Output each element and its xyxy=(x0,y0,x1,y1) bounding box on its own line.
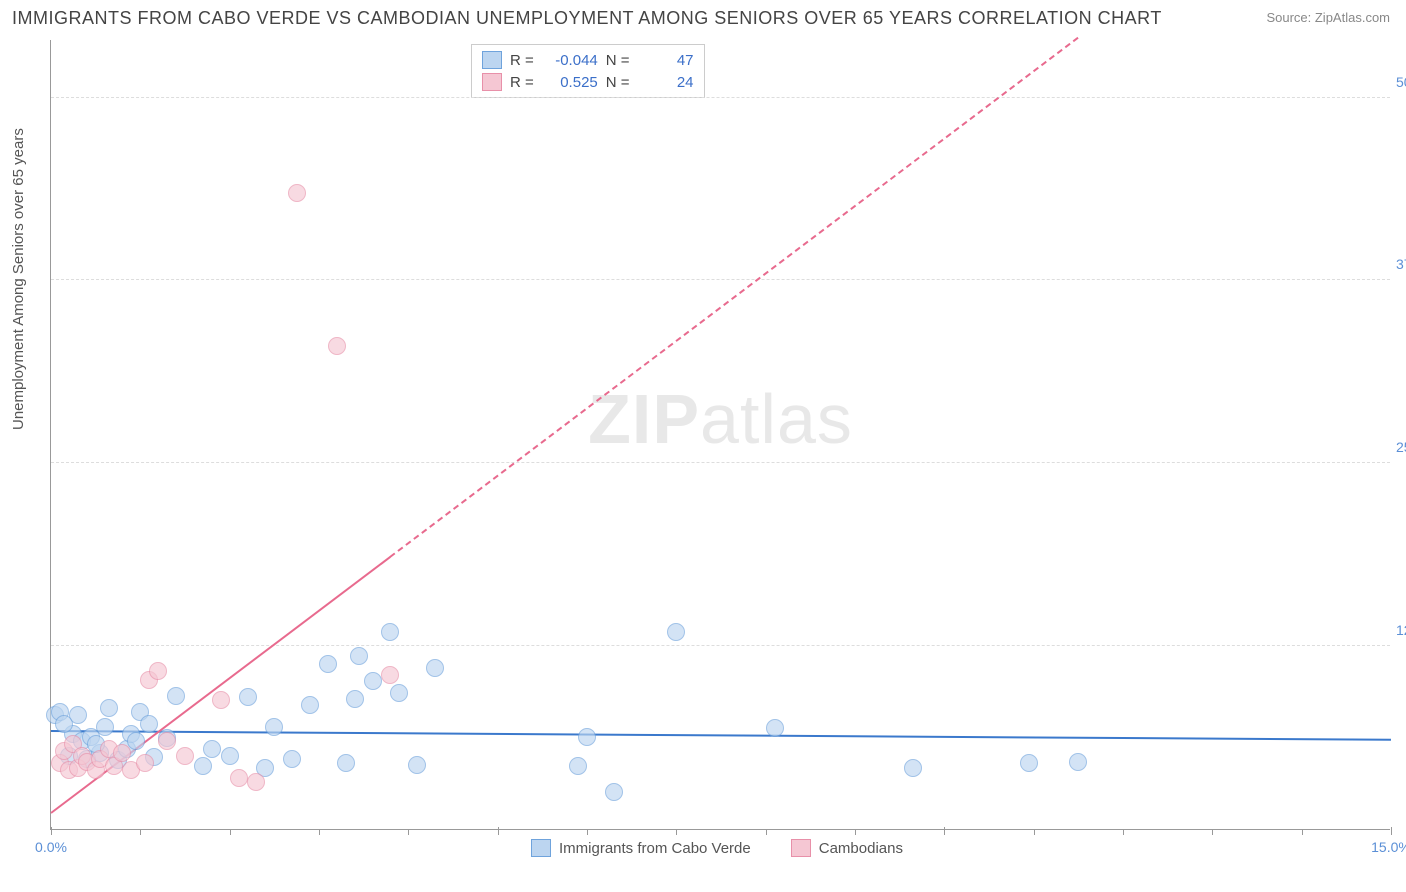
n-label: N = xyxy=(606,74,630,91)
legend-series: Immigrants from Cabo Verde Cambodians xyxy=(531,839,903,857)
data-point xyxy=(381,666,399,684)
legend-item: Cambodians xyxy=(791,839,903,857)
data-point xyxy=(408,756,426,774)
data-point xyxy=(328,337,346,355)
chart-title: IMMIGRANTS FROM CABO VERDE VS CAMBODIAN … xyxy=(12,8,1162,29)
legend-swatch xyxy=(482,73,502,91)
legend-label: Immigrants from Cabo Verde xyxy=(559,840,751,857)
data-point xyxy=(203,740,221,758)
n-value: 47 xyxy=(638,52,694,69)
x-tick xyxy=(51,827,52,835)
legend-label: Cambodians xyxy=(819,840,903,857)
data-point xyxy=(239,688,257,706)
data-point xyxy=(364,672,382,690)
data-point xyxy=(301,696,319,714)
data-point xyxy=(350,647,368,665)
x-tick xyxy=(1391,827,1392,835)
data-point xyxy=(140,715,158,733)
source-label: Source: ZipAtlas.com xyxy=(1266,10,1390,25)
trend-line xyxy=(51,730,1391,741)
legend-stats-row: R = -0.044 N = 47 xyxy=(482,49,694,71)
legend-swatch xyxy=(482,51,502,69)
data-point xyxy=(426,659,444,677)
data-point xyxy=(1020,754,1038,772)
y-axis-label: Unemployment Among Seniors over 65 years xyxy=(10,128,27,430)
x-tick-label: 15.0% xyxy=(1371,839,1406,855)
data-point xyxy=(247,773,265,791)
gridline xyxy=(51,279,1390,280)
data-point xyxy=(381,623,399,641)
n-label: N = xyxy=(606,52,630,69)
data-point xyxy=(221,747,239,765)
watermark-bold: ZIP xyxy=(588,380,700,458)
y-tick-label: 37.5% xyxy=(1396,256,1406,272)
data-point xyxy=(605,783,623,801)
x-tick-minor xyxy=(230,829,231,835)
data-point xyxy=(167,687,185,705)
legend-swatch xyxy=(791,839,811,857)
x-tick-minor xyxy=(408,829,409,835)
y-tick-label: 50.0% xyxy=(1396,74,1406,90)
trend-line xyxy=(390,37,1079,558)
data-point xyxy=(55,715,73,733)
legend-item: Immigrants from Cabo Verde xyxy=(531,839,751,857)
x-tick xyxy=(498,827,499,835)
y-tick-label: 12.5% xyxy=(1396,622,1406,638)
x-tick-label: 0.0% xyxy=(35,839,67,855)
x-tick-minor xyxy=(1034,829,1035,835)
data-point xyxy=(667,623,685,641)
data-point xyxy=(346,690,364,708)
data-point xyxy=(578,728,596,746)
data-point xyxy=(766,719,784,737)
data-point xyxy=(288,184,306,202)
x-tick-minor xyxy=(766,829,767,835)
n-value: 24 xyxy=(638,74,694,91)
x-tick xyxy=(944,827,945,835)
watermark-light: atlas xyxy=(700,380,853,458)
x-tick-minor xyxy=(1123,829,1124,835)
data-point xyxy=(319,655,337,673)
data-point xyxy=(176,747,194,765)
r-label: R = xyxy=(510,74,534,91)
data-point xyxy=(100,699,118,717)
data-point xyxy=(136,754,154,772)
r-label: R = xyxy=(510,52,534,69)
data-point xyxy=(96,718,114,736)
y-tick-label: 25.0% xyxy=(1396,439,1406,455)
r-value: 0.525 xyxy=(542,74,598,91)
x-tick-minor xyxy=(319,829,320,835)
x-tick-minor xyxy=(1212,829,1213,835)
x-tick-minor xyxy=(855,829,856,835)
legend-swatch xyxy=(531,839,551,857)
data-point xyxy=(337,754,355,772)
gridline xyxy=(51,97,1390,98)
data-point xyxy=(149,662,167,680)
scatter-plot-area: ZIPatlas R = -0.044 N = 47 R = 0.525 N =… xyxy=(50,40,1390,830)
data-point xyxy=(1069,753,1087,771)
data-point xyxy=(569,757,587,775)
legend-stats: R = -0.044 N = 47 R = 0.525 N = 24 xyxy=(471,44,705,98)
data-point xyxy=(230,769,248,787)
gridline xyxy=(51,462,1390,463)
legend-stats-row: R = 0.525 N = 24 xyxy=(482,71,694,93)
gridline xyxy=(51,645,1390,646)
data-point xyxy=(113,744,131,762)
data-point xyxy=(283,750,301,768)
x-tick-minor xyxy=(587,829,588,835)
r-value: -0.044 xyxy=(542,52,598,69)
data-point xyxy=(158,732,176,750)
data-point xyxy=(212,691,230,709)
x-tick-minor xyxy=(1302,829,1303,835)
x-tick-minor xyxy=(140,829,141,835)
data-point xyxy=(194,757,212,775)
x-tick-minor xyxy=(676,829,677,835)
data-point xyxy=(904,759,922,777)
data-point xyxy=(265,718,283,736)
watermark: ZIPatlas xyxy=(588,379,853,459)
data-point xyxy=(390,684,408,702)
